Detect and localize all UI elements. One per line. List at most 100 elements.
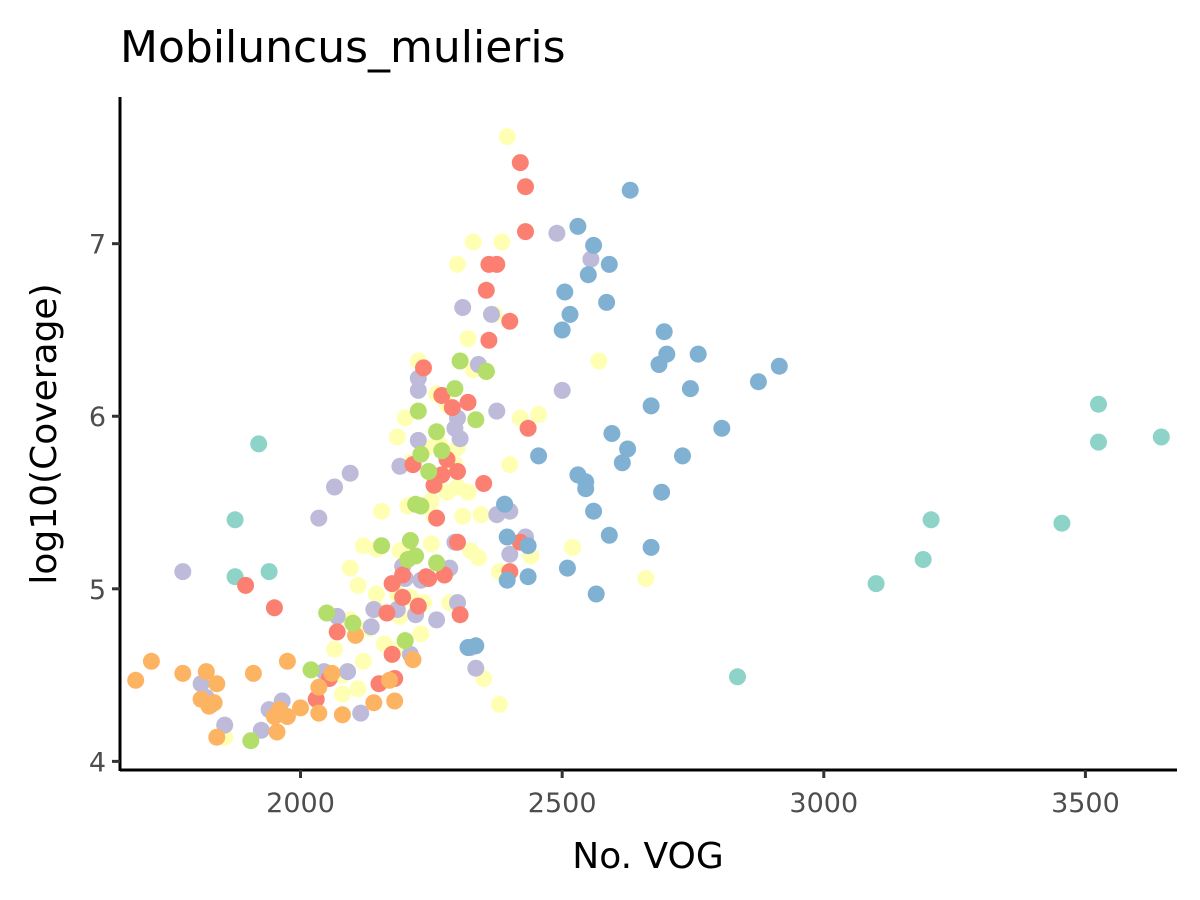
y-axis-ticks: 4 5 6 7 bbox=[89, 230, 120, 778]
data-point bbox=[467, 411, 485, 429]
data-point bbox=[1053, 514, 1071, 532]
x-tick-label: 3000 bbox=[789, 788, 858, 819]
data-point bbox=[428, 611, 446, 629]
x-axis-title: No. VOG bbox=[572, 836, 723, 877]
data-point bbox=[1090, 433, 1107, 451]
data-point bbox=[451, 430, 469, 448]
data-point bbox=[310, 509, 328, 527]
data-point bbox=[548, 224, 566, 242]
data-point bbox=[674, 447, 691, 465]
data-point bbox=[603, 425, 621, 442]
data-point bbox=[252, 721, 270, 739]
data-point bbox=[415, 359, 432, 377]
data-point bbox=[467, 637, 485, 655]
data-point bbox=[493, 233, 511, 251]
data-point bbox=[396, 632, 414, 650]
y-tick-label: 6 bbox=[89, 402, 106, 433]
data-point bbox=[449, 463, 466, 480]
data-point bbox=[323, 664, 341, 682]
data-point bbox=[490, 695, 508, 713]
data-point bbox=[519, 568, 537, 586]
data-point bbox=[585, 502, 603, 520]
data-point bbox=[530, 447, 548, 465]
data-point bbox=[480, 331, 498, 349]
data-point bbox=[326, 478, 343, 496]
x-tick-label: 2500 bbox=[528, 788, 597, 819]
data-point bbox=[383, 575, 401, 593]
data-point bbox=[174, 563, 192, 581]
data-point bbox=[127, 671, 145, 689]
data-point bbox=[352, 704, 370, 722]
data-point bbox=[498, 528, 516, 546]
data-point bbox=[425, 476, 443, 494]
data-point bbox=[265, 599, 283, 617]
data-point bbox=[653, 483, 671, 501]
data-point bbox=[354, 537, 372, 555]
data-point bbox=[642, 538, 660, 556]
data-point bbox=[637, 570, 655, 587]
data-point bbox=[530, 406, 548, 423]
data-point bbox=[475, 475, 493, 492]
data-point bbox=[365, 601, 383, 618]
data-point bbox=[381, 671, 398, 689]
data-point bbox=[467, 659, 485, 677]
data-point bbox=[501, 312, 519, 330]
data-point bbox=[373, 502, 391, 520]
data-point bbox=[867, 575, 885, 593]
data-point bbox=[292, 699, 309, 717]
data-point bbox=[328, 623, 346, 641]
data-point bbox=[412, 625, 430, 643]
data-point bbox=[250, 435, 268, 453]
data-point bbox=[451, 606, 469, 624]
y-tick-label: 5 bbox=[89, 575, 106, 606]
data-point bbox=[420, 463, 438, 480]
data-point bbox=[582, 250, 600, 268]
data-point bbox=[477, 362, 495, 380]
data-point bbox=[477, 281, 495, 299]
data-point bbox=[621, 181, 639, 199]
data-point bbox=[197, 663, 215, 681]
data-point bbox=[373, 537, 391, 555]
data-point bbox=[569, 217, 587, 235]
data-point bbox=[713, 419, 731, 437]
data-point bbox=[404, 651, 422, 669]
data-point bbox=[428, 554, 446, 572]
points-layer bbox=[127, 128, 1170, 750]
data-point bbox=[553, 381, 571, 399]
data-point bbox=[433, 387, 451, 404]
data-point bbox=[454, 299, 472, 316]
data-point bbox=[409, 431, 427, 449]
data-point bbox=[472, 506, 490, 524]
data-point bbox=[378, 604, 396, 622]
data-point bbox=[585, 236, 603, 254]
data-point bbox=[459, 393, 477, 411]
data-point bbox=[729, 668, 746, 686]
data-point bbox=[354, 652, 372, 670]
data-point bbox=[341, 559, 359, 577]
data-point bbox=[519, 537, 537, 555]
data-point bbox=[174, 664, 192, 682]
data-point bbox=[349, 576, 367, 594]
data-point bbox=[401, 532, 419, 549]
data-point bbox=[412, 497, 430, 515]
data-point bbox=[519, 419, 537, 437]
x-tick-label: 2000 bbox=[266, 788, 335, 819]
data-point bbox=[365, 694, 383, 712]
data-point bbox=[344, 614, 362, 632]
data-point bbox=[459, 483, 477, 501]
data-point bbox=[561, 305, 579, 323]
data-point bbox=[577, 480, 595, 498]
chart-title: Mobiluncus_mulieris bbox=[120, 22, 566, 73]
data-point bbox=[517, 223, 534, 241]
data-point bbox=[1090, 395, 1107, 413]
data-point bbox=[501, 456, 519, 474]
data-point bbox=[409, 597, 427, 615]
data-point bbox=[216, 716, 234, 734]
data-point bbox=[349, 680, 367, 698]
data-point bbox=[600, 526, 618, 544]
data-point bbox=[339, 663, 357, 681]
data-point bbox=[914, 551, 932, 568]
data-point bbox=[237, 576, 255, 594]
data-point bbox=[558, 559, 576, 577]
